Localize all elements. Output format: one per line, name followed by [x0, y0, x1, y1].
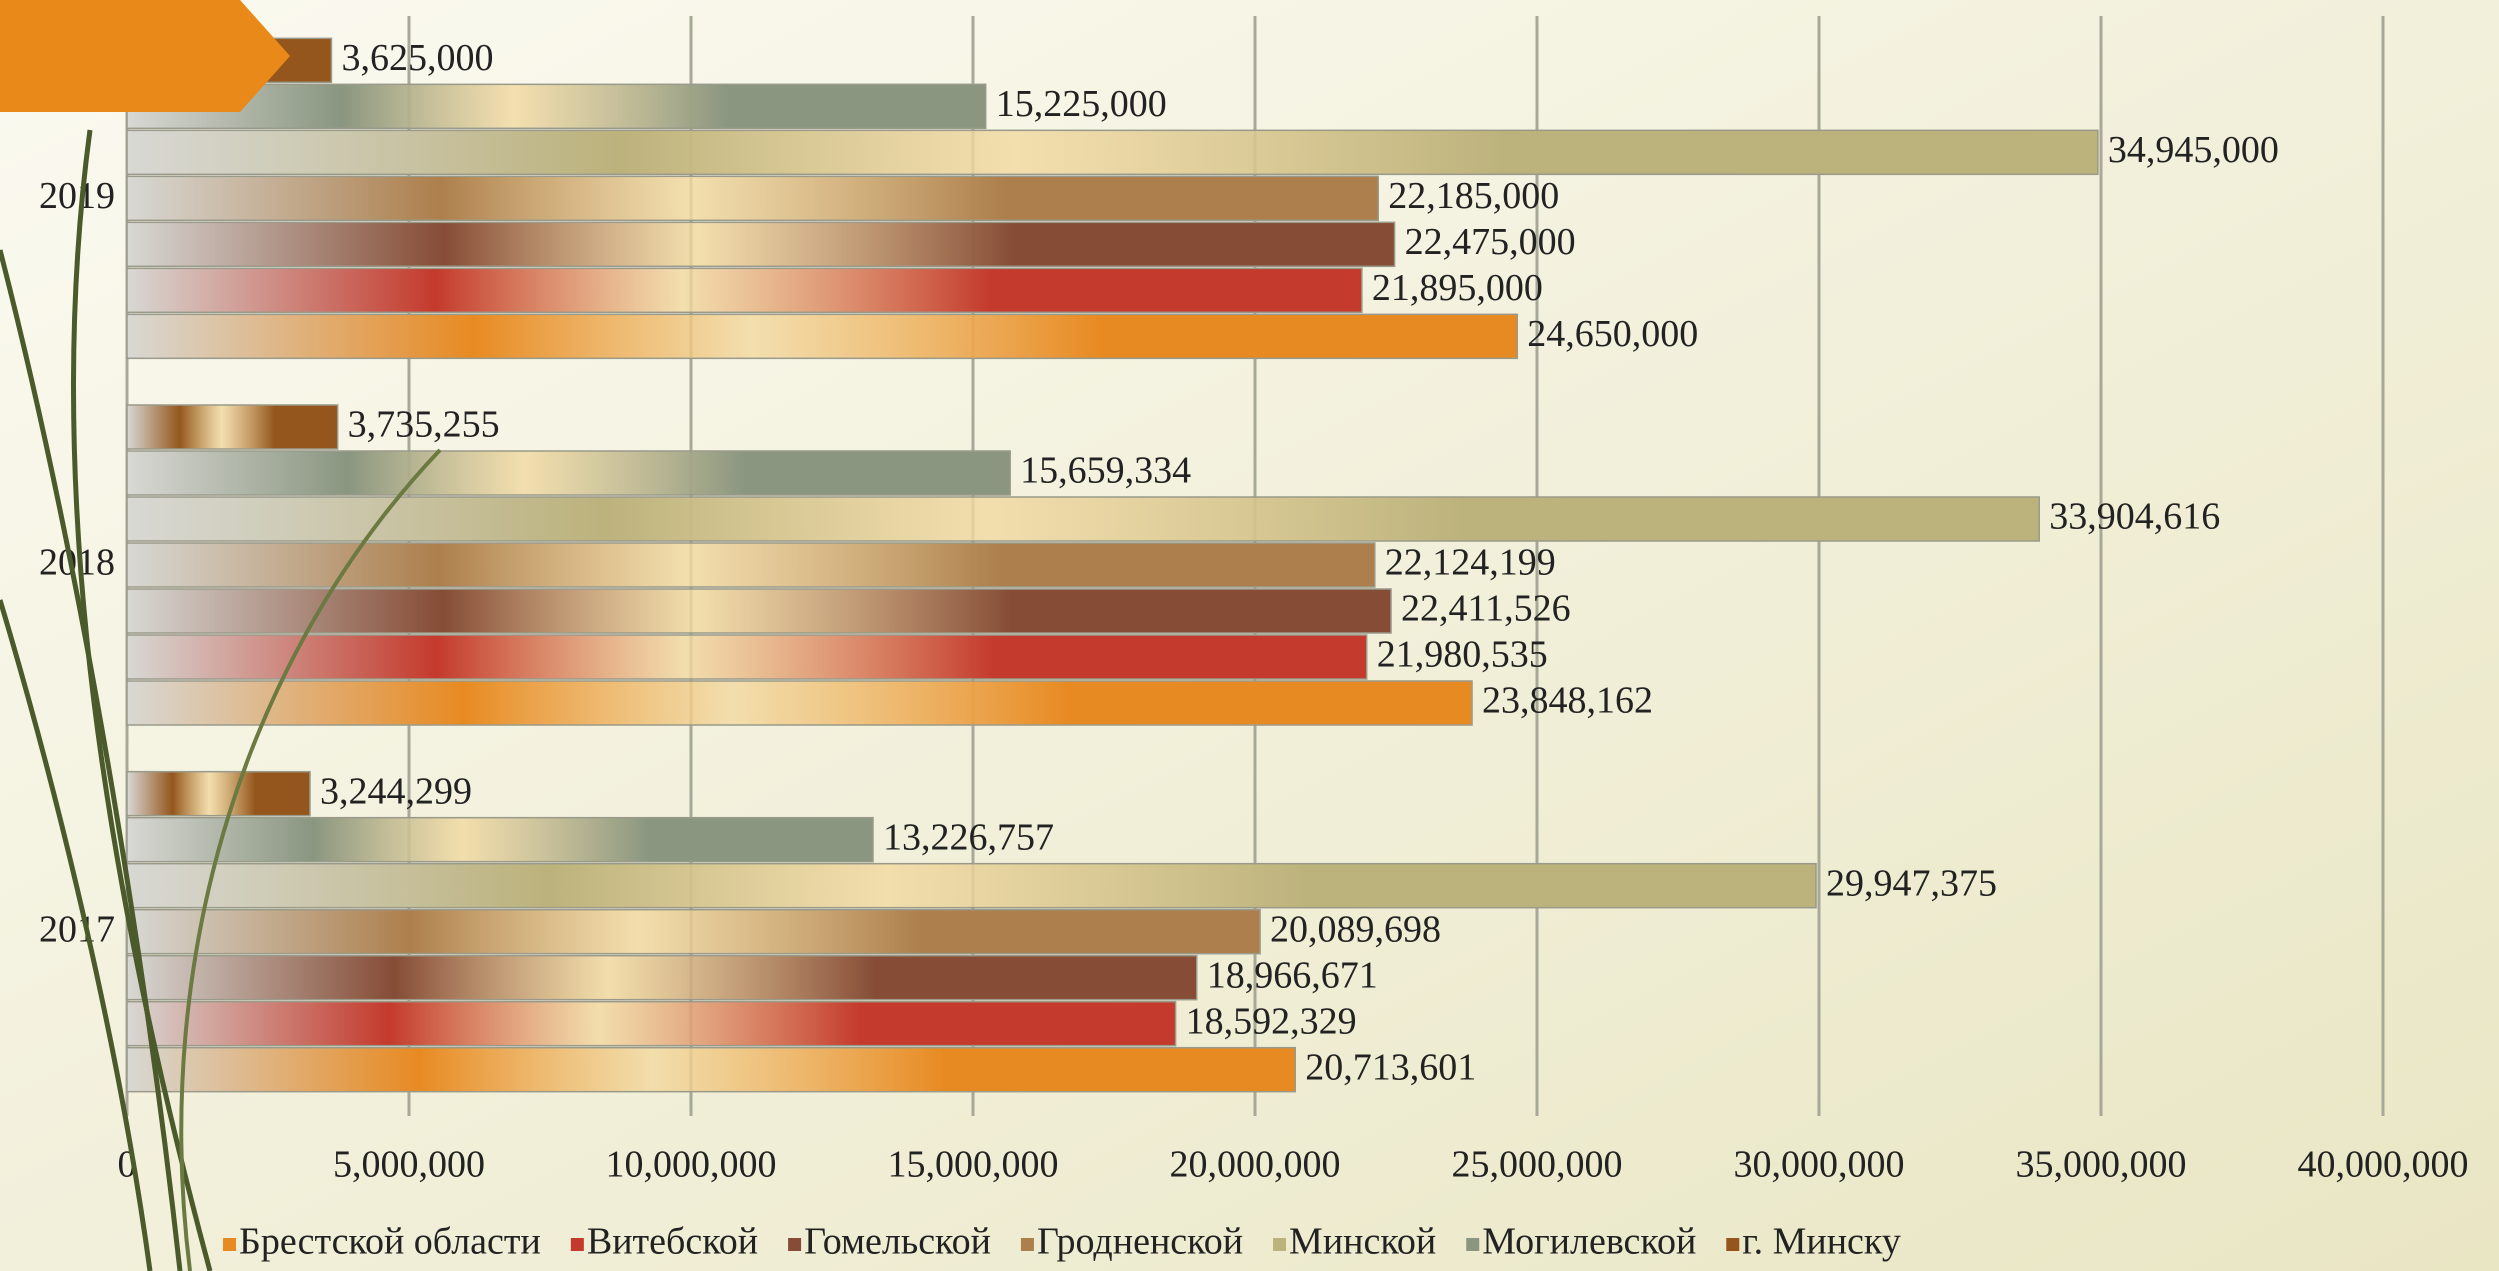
data-label: 22,185,000	[1388, 175, 1559, 217]
bar	[126, 862, 1817, 909]
x-tick-label: 15,000,000	[888, 1144, 1059, 1186]
legend-swatch	[1020, 1238, 1034, 1251]
x-tick-label: 25,000,000	[1452, 1144, 1623, 1186]
legend-swatch	[1726, 1238, 1740, 1251]
data-label: 23,848,162	[1482, 680, 1653, 722]
bar	[126, 221, 1396, 268]
legend-swatch	[1466, 1238, 1480, 1251]
data-label: 34,945,000	[2108, 129, 2279, 171]
legend-label: Могилевской	[1482, 1221, 1696, 1263]
legend-swatch	[570, 1238, 584, 1251]
decor-curves	[0, 129, 442, 1271]
bar	[126, 680, 1473, 726]
data-label: 21,895,000	[1372, 267, 1543, 309]
legend-swatch	[788, 1238, 802, 1251]
data-label: 18,592,329	[1186, 1000, 1357, 1042]
legend-label: Витебской	[587, 1221, 758, 1263]
legend-label: г. Минску	[1742, 1221, 1901, 1263]
data-label: 22,475,000	[1405, 221, 1576, 263]
bar	[126, 954, 1198, 1001]
x-tick-label: 5,000,000	[333, 1144, 485, 1186]
legend-label: Гомельской	[804, 1221, 991, 1263]
y-tick-label: 2019	[39, 175, 115, 217]
bar	[126, 175, 1379, 222]
bar	[126, 816, 874, 863]
x-tick-label: 35,000,000	[2016, 1144, 2187, 1186]
legend-label: Брестской области	[239, 1221, 541, 1263]
bar	[126, 496, 2040, 542]
legend-swatch	[223, 1238, 236, 1251]
bar	[126, 1000, 1177, 1047]
bar	[126, 634, 1368, 680]
bar	[126, 770, 311, 817]
bar	[126, 313, 1519, 360]
data-label: 15,225,000	[996, 83, 1167, 125]
decor-arrow	[0, 0, 290, 112]
legend-swatch	[1273, 1238, 1287, 1251]
bar	[126, 1046, 1296, 1093]
bar	[126, 588, 1392, 634]
x-tick-label: 20,000,000	[1170, 1144, 1341, 1186]
data-label: 24,650,000	[1527, 313, 1698, 355]
data-label: 33,904,616	[2049, 496, 2220, 538]
data-label: 21,980,535	[1377, 634, 1548, 676]
legend-label: Гродненской	[1037, 1221, 1243, 1263]
data-label: 3,244,299	[320, 770, 472, 812]
data-label: 3,735,255	[348, 404, 500, 446]
y-tick-label: 2017	[39, 908, 115, 950]
data-label: 13,226,757	[883, 816, 1054, 858]
bar	[126, 83, 987, 130]
data-label: 3,625,000	[341, 37, 493, 79]
data-label: 18,966,671	[1207, 954, 1378, 996]
legend-label: Минской	[1289, 1221, 1436, 1263]
bar	[126, 542, 1376, 588]
bar	[126, 450, 1011, 496]
bar	[126, 908, 1261, 955]
data-label: 20,713,601	[1305, 1046, 1476, 1088]
data-label: 22,411,526	[1401, 588, 1571, 630]
data-label: 15,659,334	[1020, 450, 1191, 492]
bar	[126, 267, 1363, 314]
x-tick-label: 10,000,000	[606, 1144, 777, 1186]
data-label: 29,947,375	[1826, 862, 1997, 904]
data-label: 20,089,698	[1270, 908, 1441, 950]
x-tick-label: 30,000,000	[1734, 1144, 1905, 1186]
bar	[126, 404, 339, 450]
bar	[126, 129, 2099, 176]
x-tick-label: 40,000,000	[2298, 1144, 2469, 1186]
data-label: 22,124,199	[1385, 542, 1556, 584]
